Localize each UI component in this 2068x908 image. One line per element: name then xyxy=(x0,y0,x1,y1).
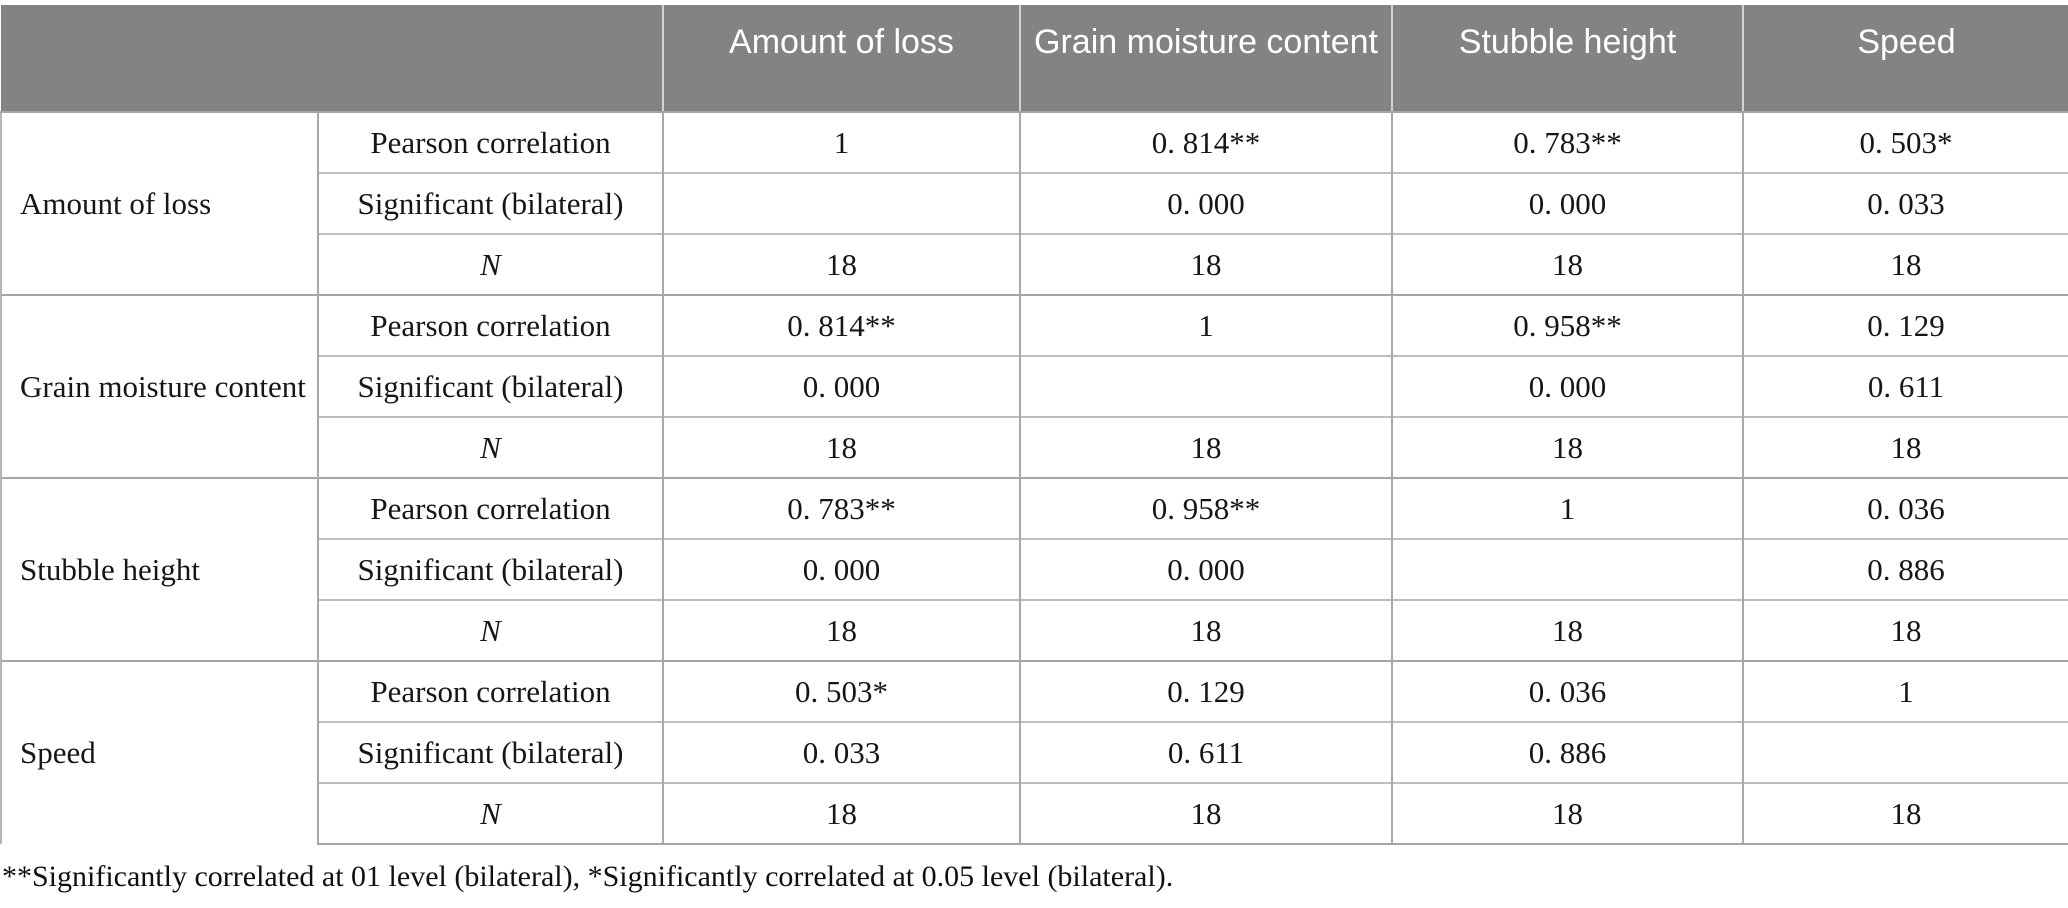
stat-value-cell xyxy=(1392,538,1744,600)
stat-value-cell: 0. 036 xyxy=(1392,660,1744,722)
stat-value-cell: 0. 129 xyxy=(1743,294,2068,356)
stat-value-cell: 0. 000 xyxy=(1392,355,1744,417)
table-row: Significant (bilateral) 0. 000 0. 000 0.… xyxy=(1,355,2068,417)
table-row: N 18 18 18 18 xyxy=(1,782,2068,845)
stat-value-cell: 0. 814** xyxy=(1020,111,1393,173)
stat-value-cell: 18 xyxy=(1020,782,1393,845)
stat-value-cell: 0. 000 xyxy=(663,538,1021,600)
stat-value-cell: 0. 503* xyxy=(663,660,1021,722)
stat-value-cell: 1 xyxy=(1392,477,1744,539)
stat-value-cell: 1 xyxy=(1743,660,2068,722)
table-row: Amount of loss Pearson correlation 1 0. … xyxy=(0,111,2068,295)
stat-value-cell: 18 xyxy=(663,599,1021,661)
stat-value-cell: 0. 958** xyxy=(1392,294,1744,356)
row-group-label: Stubble height xyxy=(0,477,319,661)
header-row: Amount of loss Grain moisture content St… xyxy=(1,5,2068,113)
table-row: Significant (bilateral) 0. 033 0. 611 0.… xyxy=(1,721,2068,783)
stat-value-cell: 18 xyxy=(1392,599,1744,661)
stat-value-cell: 0. 611 xyxy=(1743,355,2068,417)
table-row: N 18 18 18 18 xyxy=(1,233,2068,295)
stat-value-cell: 0. 033 xyxy=(663,721,1021,783)
row-group-label: Amount of loss xyxy=(0,111,319,295)
stat-value-cell: 1 xyxy=(663,111,1021,173)
metric-label: Significant (bilateral) xyxy=(318,355,664,417)
stat-value-cell: 18 xyxy=(1743,233,2068,295)
stat-value-cell: 0. 000 xyxy=(663,355,1021,417)
row-group-label: Speed xyxy=(0,660,319,844)
table-footnote: **Significantly correlated at 01 level (… xyxy=(2,860,1174,893)
table-row: Speed Pearson correlation 0. 503* 0. 129… xyxy=(0,660,2068,844)
metric-label: Pearson correlation xyxy=(318,111,664,173)
table-row: N 18 18 18 18 xyxy=(1,416,2068,478)
stat-value-cell: 1 xyxy=(1020,294,1393,356)
stat-value-cell: 0. 036 xyxy=(1743,477,2068,539)
stat-value-cell: 18 xyxy=(663,782,1021,845)
metric-label: N xyxy=(318,416,664,478)
stat-value-cell: 18 xyxy=(1743,416,2068,478)
stat-value-cell: 0. 814** xyxy=(663,294,1021,356)
table-row: Grain moisture content Pearson correlati… xyxy=(0,294,2068,478)
stat-value-cell: 0. 000 xyxy=(1020,172,1393,234)
metric-label: Significant (bilateral) xyxy=(318,721,664,783)
stat-value-cell: 0. 783** xyxy=(663,477,1021,539)
metric-label: N xyxy=(318,782,664,845)
stat-value-cell: 18 xyxy=(1392,233,1744,295)
stat-value-cell: 18 xyxy=(1743,599,2068,661)
column-header-amount-of-loss: Amount of loss xyxy=(662,5,1020,113)
stat-value-cell xyxy=(663,172,1021,234)
column-header-grain-moisture-content: Grain moisture content xyxy=(1019,5,1392,113)
stat-value-cell: 0. 958** xyxy=(1020,477,1393,539)
metric-label: Pearson correlation xyxy=(318,294,664,356)
column-header-stubble-height: Stubble height xyxy=(1391,5,1743,113)
stat-value-cell: 18 xyxy=(663,416,1021,478)
stat-value-cell xyxy=(1743,721,2068,783)
metric-label: N xyxy=(318,233,664,295)
stat-value-cell: 18 xyxy=(1392,782,1744,845)
row-group-label: Grain moisture content xyxy=(0,294,319,478)
stat-value-cell: 0. 000 xyxy=(1020,538,1393,600)
stat-value-cell: 0. 000 xyxy=(1392,172,1744,234)
metric-label: Significant (bilateral) xyxy=(318,172,664,234)
metric-label: Pearson correlation xyxy=(318,660,664,722)
stat-value-cell: 0. 886 xyxy=(1392,721,1744,783)
stat-value-cell: 0. 886 xyxy=(1743,538,2068,600)
metric-label: Pearson correlation xyxy=(318,477,664,539)
stat-value-cell: 0. 783** xyxy=(1392,111,1744,173)
metric-label: N xyxy=(318,599,664,661)
stat-value-cell: 18 xyxy=(1020,416,1393,478)
stat-value-cell: 18 xyxy=(1020,233,1393,295)
table-row: Significant (bilateral) 0. 000 0. 000 0.… xyxy=(1,172,2068,234)
header-corner-cell xyxy=(1,5,663,113)
stat-value-cell: 18 xyxy=(1743,782,2068,845)
stat-value-cell: 0. 129 xyxy=(1020,660,1393,722)
column-header-speed: Speed xyxy=(1742,5,2068,113)
stat-value-cell: 18 xyxy=(1020,599,1393,661)
stat-value-cell: 18 xyxy=(663,233,1021,295)
stat-value-cell: 0. 503* xyxy=(1743,111,2068,173)
stat-value-cell: 0. 033 xyxy=(1743,172,2068,234)
stat-value-cell: 0. 611 xyxy=(1020,721,1393,783)
table-row: Stubble height Pearson correlation 0. 78… xyxy=(0,477,2068,661)
stat-value-cell xyxy=(1020,355,1393,417)
table-row: N 18 18 18 18 xyxy=(1,599,2068,661)
correlation-table: Amount of loss Grain moisture content St… xyxy=(0,5,2068,845)
table-row: Significant (bilateral) 0. 000 0. 000 0.… xyxy=(1,538,2068,600)
stat-value-cell: 18 xyxy=(1392,416,1744,478)
metric-label: Significant (bilateral) xyxy=(318,538,664,600)
